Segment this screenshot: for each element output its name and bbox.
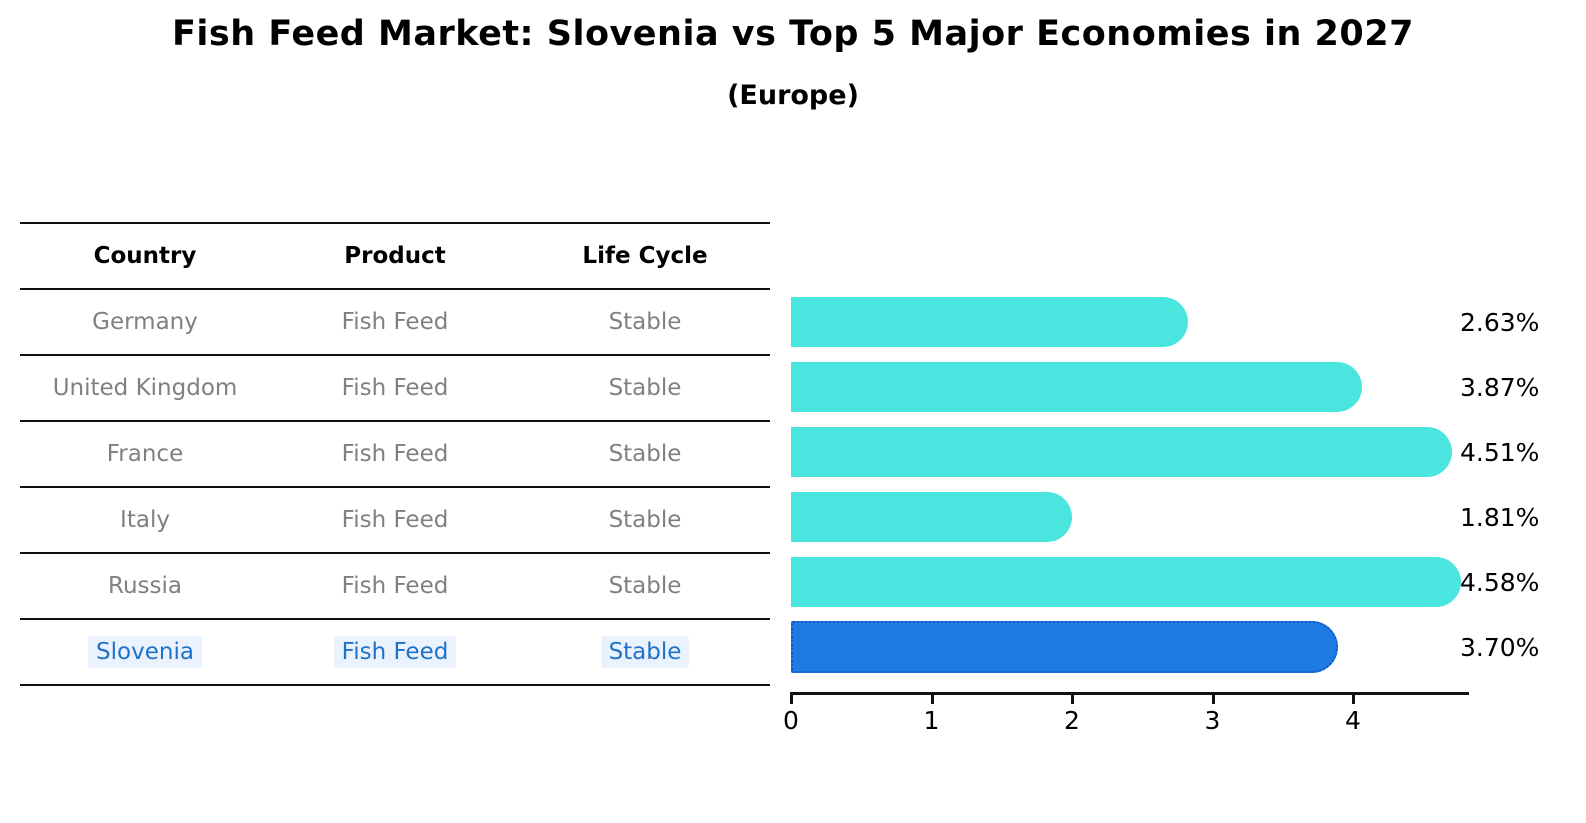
cell-product: Fish Feed bbox=[270, 573, 520, 599]
cell-product: Fish Feed bbox=[270, 507, 520, 533]
cell-country-text: Russia bbox=[108, 573, 182, 599]
cell-life-cycle-text: Stable bbox=[608, 507, 682, 533]
x-tick-label-2: 2 bbox=[1064, 706, 1080, 735]
column-header-product: Product bbox=[344, 243, 446, 269]
cell-life-cycle-text: Stable bbox=[608, 375, 682, 401]
cell-life-cycle: Stable bbox=[520, 507, 770, 533]
x-tick-mark-0 bbox=[790, 695, 793, 704]
cell-country: Germany bbox=[20, 309, 270, 335]
cell-product-text: Fish Feed bbox=[333, 636, 457, 668]
cell-country-text: France bbox=[106, 441, 184, 467]
cell-life-cycle: Stable bbox=[520, 375, 770, 401]
cell-life-cycle-text: Stable bbox=[608, 309, 682, 335]
bar-france bbox=[791, 427, 1452, 477]
bar-germany bbox=[791, 297, 1188, 347]
x-tick-label-0: 0 bbox=[783, 706, 799, 735]
cell-country: United Kingdom bbox=[20, 375, 270, 401]
value-label-russia: 4.58% bbox=[1460, 568, 1540, 597]
table-row-france: France Fish Feed Stable bbox=[20, 422, 770, 488]
cell-country-text: United Kingdom bbox=[52, 375, 238, 401]
bar-italy bbox=[791, 492, 1073, 542]
bar-row-italy bbox=[791, 485, 1491, 550]
cell-product-text: Fish Feed bbox=[341, 507, 449, 533]
cell-life-cycle: Stable bbox=[520, 309, 770, 335]
cell-product-text: Fish Feed bbox=[341, 375, 449, 401]
column-header-country: Country bbox=[93, 243, 197, 269]
x-tick-mark-2 bbox=[1071, 695, 1074, 704]
cell-life-cycle: Stable bbox=[520, 441, 770, 467]
x-tick-mark-4 bbox=[1352, 695, 1355, 704]
x-tick-label-1: 1 bbox=[923, 706, 940, 735]
value-label-united-kingdom: 3.87% bbox=[1460, 373, 1540, 402]
table-row-italy: Italy Fish Feed Stable bbox=[20, 488, 770, 554]
cell-country: Russia bbox=[20, 573, 270, 599]
column-header-life-cycle: Life Cycle bbox=[582, 243, 708, 269]
table-row-united-kingdom: United Kingdom Fish Feed Stable bbox=[20, 356, 770, 422]
x-tick-label-3: 3 bbox=[1204, 706, 1221, 735]
cell-life-cycle: Stable bbox=[520, 636, 770, 668]
cell-life-cycle-text: Stable bbox=[600, 636, 690, 668]
cell-product: Fish Feed bbox=[270, 636, 520, 668]
bar-row-germany bbox=[791, 290, 1491, 355]
x-axis-line bbox=[790, 692, 1469, 695]
chart-subtitle: (Europe) bbox=[727, 80, 859, 111]
x-tick-mark-1 bbox=[930, 695, 934, 704]
x-axis: 0 1 2 3 4 bbox=[783, 692, 1490, 752]
bar-row-russia bbox=[791, 550, 1491, 615]
cell-life-cycle: Stable bbox=[520, 573, 770, 599]
value-label-column: 2.63% 3.87% 4.51% 1.81% 4.58% 3.70% bbox=[1460, 290, 1586, 680]
cell-country-text: Italy bbox=[120, 507, 170, 533]
cell-country: France bbox=[20, 441, 270, 467]
value-label-slovenia: 3.70% bbox=[1460, 633, 1540, 662]
table-header-row: Country Product Life Cycle bbox=[20, 222, 770, 290]
cell-product-text: Fish Feed bbox=[341, 309, 449, 335]
cell-country-text: Slovenia bbox=[88, 636, 202, 668]
cell-product-text: Fish Feed bbox=[341, 441, 449, 467]
cell-country: Italy bbox=[20, 507, 270, 533]
x-tick-mark-3 bbox=[1211, 695, 1215, 704]
table-row-slovenia: Slovenia Fish Feed Stable bbox=[20, 620, 770, 686]
bar-slovenia bbox=[791, 621, 1338, 673]
bar-row-france bbox=[791, 420, 1491, 485]
chart-title: Fish Feed Market: Slovenia vs Top 5 Majo… bbox=[172, 14, 1414, 54]
value-label-italy: 1.81% bbox=[1460, 503, 1540, 532]
table-row-germany: Germany Fish Feed Stable bbox=[20, 290, 770, 356]
cell-product: Fish Feed bbox=[270, 441, 520, 467]
cell-life-cycle-text: Stable bbox=[608, 573, 682, 599]
cell-product: Fish Feed bbox=[270, 375, 520, 401]
cell-country-text: Germany bbox=[92, 309, 198, 335]
bar-russia bbox=[791, 557, 1462, 607]
table-body: Germany Fish Feed Stable United Kingdom Fish… bbox=[20, 290, 770, 686]
cell-country: Slovenia bbox=[20, 636, 270, 668]
bar-row-slovenia bbox=[791, 615, 1491, 680]
country-table: Country Product Life Cycle Germany Fish F… bbox=[20, 222, 770, 686]
value-label-france: 4.51% bbox=[1460, 438, 1540, 467]
bar-united-kingdom bbox=[791, 362, 1362, 412]
value-label-germany: 2.63% bbox=[1460, 308, 1540, 337]
cell-product-text: Fish Feed bbox=[341, 573, 449, 599]
cell-product: Fish Feed bbox=[270, 309, 520, 335]
bar-row-united-kingdom bbox=[791, 355, 1491, 420]
table-row-russia: Russia Fish Feed Stable bbox=[20, 554, 770, 620]
cell-life-cycle-text: Stable bbox=[608, 441, 682, 467]
x-tick-label-4: 4 bbox=[1345, 706, 1361, 735]
bar-plot-area bbox=[791, 290, 1491, 680]
